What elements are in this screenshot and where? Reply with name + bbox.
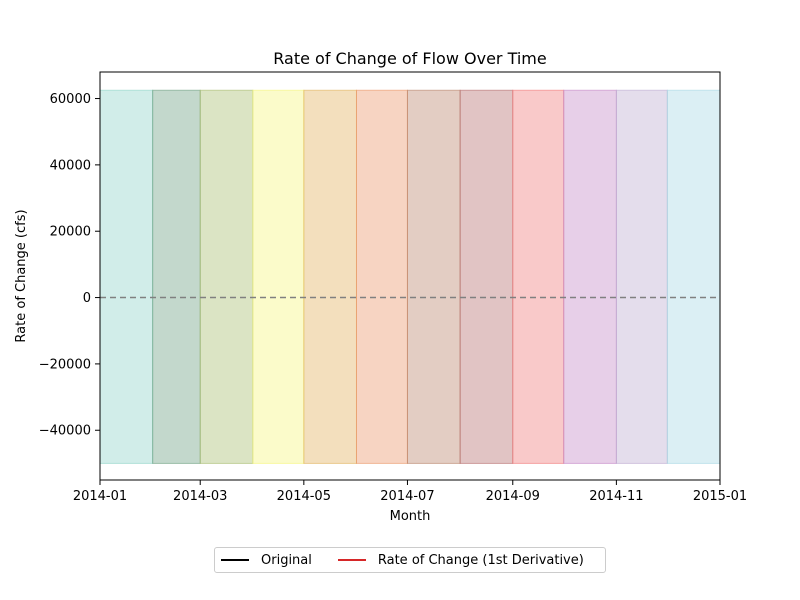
x-tick-label: 2014-07	[380, 489, 434, 504]
month-band-3	[199, 89, 254, 464]
y-tick-label: 40000	[50, 158, 91, 173]
y-axis: −40000 −20000 0 20000 40000 60000	[39, 92, 100, 439]
month-band-2	[152, 89, 201, 464]
x-tick-label: 2014-01	[73, 489, 127, 504]
month-band-4	[252, 89, 305, 464]
month-bands	[99, 89, 721, 464]
x-tick-label: 2014-09	[486, 489, 540, 504]
month-band-12	[666, 89, 721, 464]
month-band-5	[303, 89, 357, 464]
legend-swatch-original	[221, 559, 249, 561]
month-band-10	[563, 89, 617, 464]
plot-frame	[99, 71, 721, 481]
month-band-11	[615, 89, 668, 464]
month-band-7	[406, 89, 461, 464]
month-band-8	[459, 89, 514, 464]
y-tick-label: −20000	[39, 357, 91, 372]
y-tick-label: 20000	[50, 225, 91, 240]
y-tick-label: 0	[83, 291, 91, 306]
legend: Original Rate of Change (1st Derivative)	[214, 547, 606, 573]
legend-label-rate-of-change: Rate of Change (1st Derivative)	[377, 552, 584, 568]
legend-entry-rate-of-change: Rate of Change (1st Derivative)	[337, 552, 584, 568]
legend-entry-original: Original	[221, 553, 312, 568]
month-band-9	[512, 89, 565, 464]
month-band-6	[355, 89, 408, 464]
legend-swatch-rate-of-change	[337, 559, 366, 561]
legend-label-original: Original	[261, 552, 312, 568]
y-tick-label: 60000	[50, 92, 91, 107]
x-axis: 2014-01 2014-03 2014-05 2014-07 2014-09 2014-…	[73, 480, 747, 504]
month-band-1	[99, 89, 154, 464]
chart-title: Rate of Change of Flow Over Time	[273, 49, 546, 68]
x-tick-label: 2014-05	[277, 489, 331, 504]
x-tick-label: 2014-11	[589, 489, 643, 504]
y-axis-label: Rate of Change (cfs)	[14, 209, 29, 342]
x-tick-label: 2015-01	[693, 489, 747, 504]
y-tick-label: −40000	[39, 424, 91, 439]
x-axis-label: Month	[390, 509, 431, 524]
x-tick-label: 2014-03	[173, 489, 227, 504]
